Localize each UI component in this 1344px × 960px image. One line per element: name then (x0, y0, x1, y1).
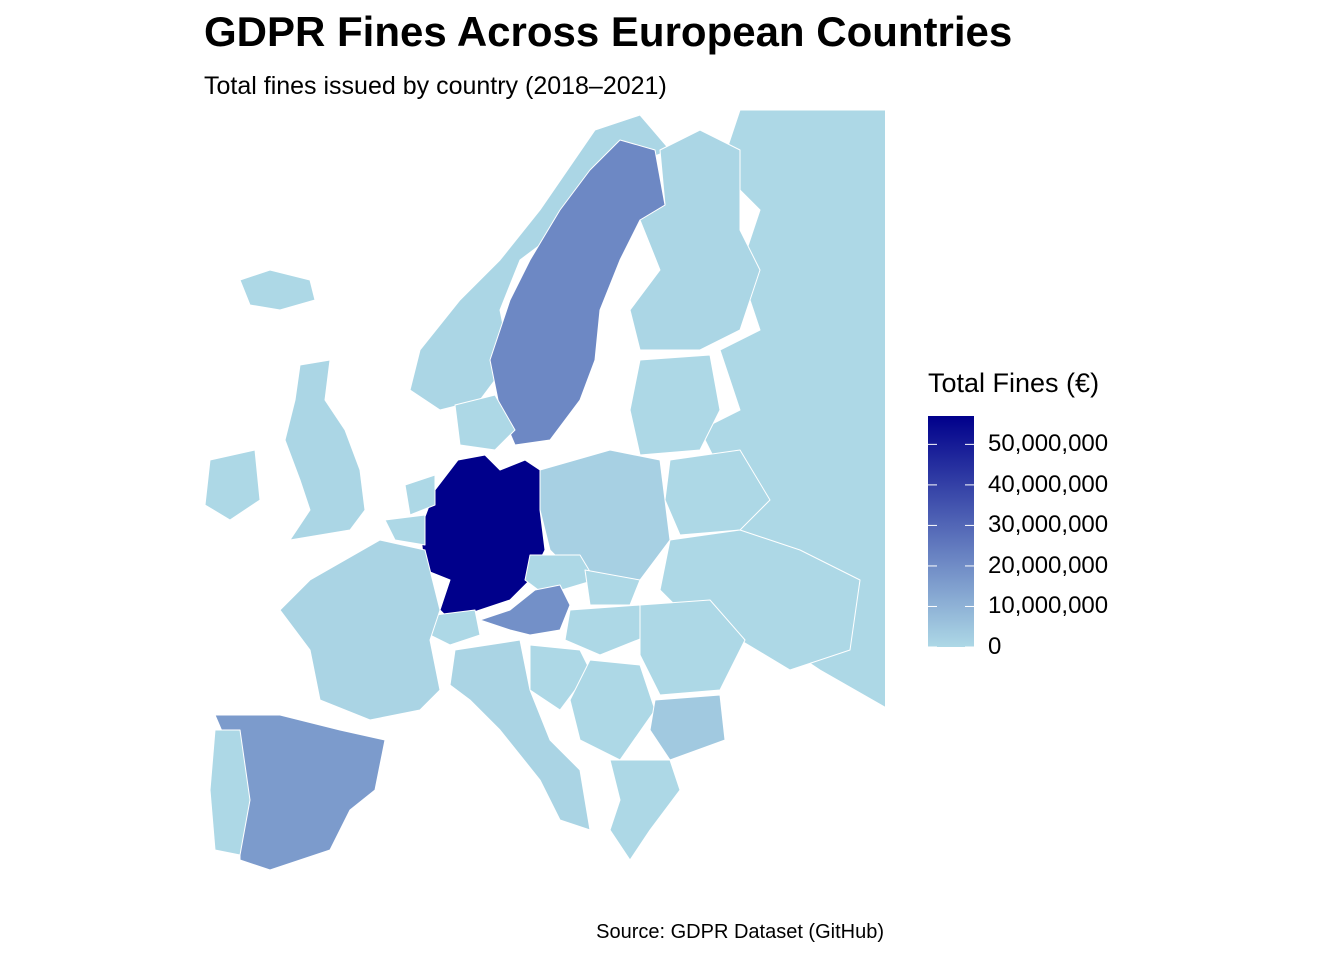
region-netherlands (404, 474, 436, 516)
legend-tick-label: 10,000,000 (988, 592, 1109, 620)
legend-colorbar (928, 416, 974, 647)
legend-tick-label: 20,000,000 (988, 551, 1109, 579)
legend-tick-label: 0 (988, 633, 1002, 660)
region-iceland (239, 269, 316, 311)
region-portugal (209, 729, 251, 856)
region-romania (639, 599, 746, 696)
region-italy (449, 639, 591, 831)
chart-subtitle: Total fines issued by country (2018–2021… (204, 72, 667, 100)
region-baltics (629, 354, 721, 456)
region-slovakia (584, 569, 641, 606)
region-czechia (524, 554, 596, 596)
chart-caption: Source: GDPR Dataset (GitHub) (596, 921, 884, 943)
region-austria (479, 584, 571, 636)
region-united-kingdom (284, 359, 366, 541)
region-sweden (489, 139, 666, 446)
europe-map (204, 110, 885, 871)
region-denmark (454, 394, 516, 451)
region-serbia (569, 659, 656, 761)
region-belgium (384, 514, 426, 546)
region-hungary (564, 604, 651, 656)
region-germany (419, 454, 546, 621)
legend-tick-label: 50,000,000 (988, 430, 1109, 458)
region-bulgaria (649, 694, 726, 761)
legend-tick-label: 40,000,000 (988, 470, 1109, 498)
chart-title: GDPR Fines Across European Countries (204, 8, 1013, 55)
region-greece (609, 759, 681, 861)
legend-tick-label: 30,000,000 (988, 511, 1109, 539)
legend-title: Total Fines (€) (928, 368, 1100, 398)
region-ireland (204, 449, 261, 521)
legend: Total Fines (€) 50,000,000 40,000,000 30,0… (928, 368, 1108, 660)
region-france (279, 539, 441, 721)
